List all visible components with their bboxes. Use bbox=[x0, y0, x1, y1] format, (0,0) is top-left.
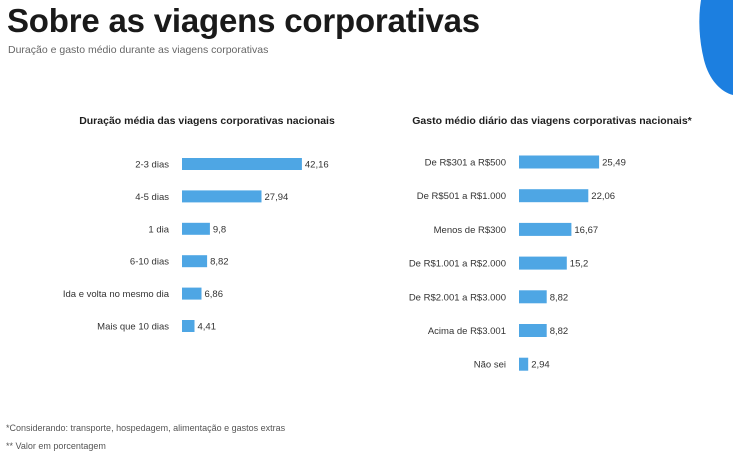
spending-value-label: 15,2 bbox=[570, 259, 589, 270]
duration-chart: Duração média das viagens corporativas n… bbox=[63, 115, 335, 333]
spending-bar bbox=[519, 290, 547, 304]
spending-category-label: De R$301 a R$500 bbox=[425, 158, 506, 169]
footnote-considering: *Considerando: transporte, hospedagem, a… bbox=[6, 423, 286, 433]
spending-value-label: 22,06 bbox=[591, 191, 615, 202]
duration-bar bbox=[182, 222, 210, 235]
footnote-percentage: ** Valor em porcentagem bbox=[6, 441, 106, 451]
spending-value-label: 8,82 bbox=[550, 326, 569, 337]
spending-category-label: Não sei bbox=[474, 360, 506, 371]
charts-area: Duração média das viagens corporativas n… bbox=[63, 115, 693, 371]
spending-bar bbox=[519, 357, 529, 371]
duration-bar bbox=[182, 320, 195, 332]
page-title: Sobre as viagens corporativas bbox=[7, 2, 480, 39]
duration-value-label: 4,41 bbox=[198, 322, 217, 333]
duration-value-label: 27,94 bbox=[265, 192, 289, 203]
spending-value-label: 2,94 bbox=[531, 360, 550, 371]
spending-bar bbox=[519, 222, 572, 236]
duration-category-label: Ida e volta no mesmo dia bbox=[63, 289, 170, 300]
spending-bar bbox=[519, 189, 589, 203]
spending-bar bbox=[519, 324, 547, 337]
duration-value-label: 6,86 bbox=[205, 289, 224, 300]
duration-category-label: 4-5 dias bbox=[135, 192, 169, 203]
duration-bar bbox=[182, 287, 202, 300]
spending-value-label: 25,49 bbox=[602, 158, 626, 169]
duration-category-label: Mais que 10 dias bbox=[97, 322, 169, 333]
duration-value-label: 8,82 bbox=[210, 257, 229, 268]
corner-decoration bbox=[699, 0, 733, 95]
duration-bar bbox=[182, 255, 208, 268]
spending-value-label: 8,82 bbox=[550, 292, 569, 303]
duration-category-label: 2-3 dias bbox=[135, 160, 169, 171]
duration-bar bbox=[182, 158, 302, 170]
spending-bar bbox=[519, 155, 600, 169]
spending-category-label: Acima de R$3.001 bbox=[428, 326, 506, 337]
spending-chart: Gasto médio diário das viagens corporati… bbox=[409, 115, 693, 371]
duration-value-label: 42,16 bbox=[305, 160, 329, 171]
spending-category-label: De R$1.001 a R$2.000 bbox=[409, 259, 506, 270]
spending-chart-title: Gasto médio diário das viagens corporati… bbox=[412, 115, 692, 127]
spending-value-label: 16,67 bbox=[574, 225, 598, 236]
spending-category-label: De R$2.001 a R$3.000 bbox=[409, 292, 506, 303]
duration-chart-title: Duração média das viagens corporativas n… bbox=[79, 115, 335, 127]
page-subtitle: Duração e gasto médio durante as viagens… bbox=[8, 44, 269, 56]
duration-category-label: 6-10 dias bbox=[130, 257, 169, 268]
spending-category-label: De R$501 a R$1.000 bbox=[417, 191, 506, 202]
duration-category-label: 1 dia bbox=[148, 224, 169, 235]
duration-value-label: 9,8 bbox=[213, 224, 226, 235]
spending-category-label: Menos de R$300 bbox=[434, 225, 506, 236]
spending-bar bbox=[519, 256, 567, 270]
duration-bar bbox=[182, 190, 262, 203]
